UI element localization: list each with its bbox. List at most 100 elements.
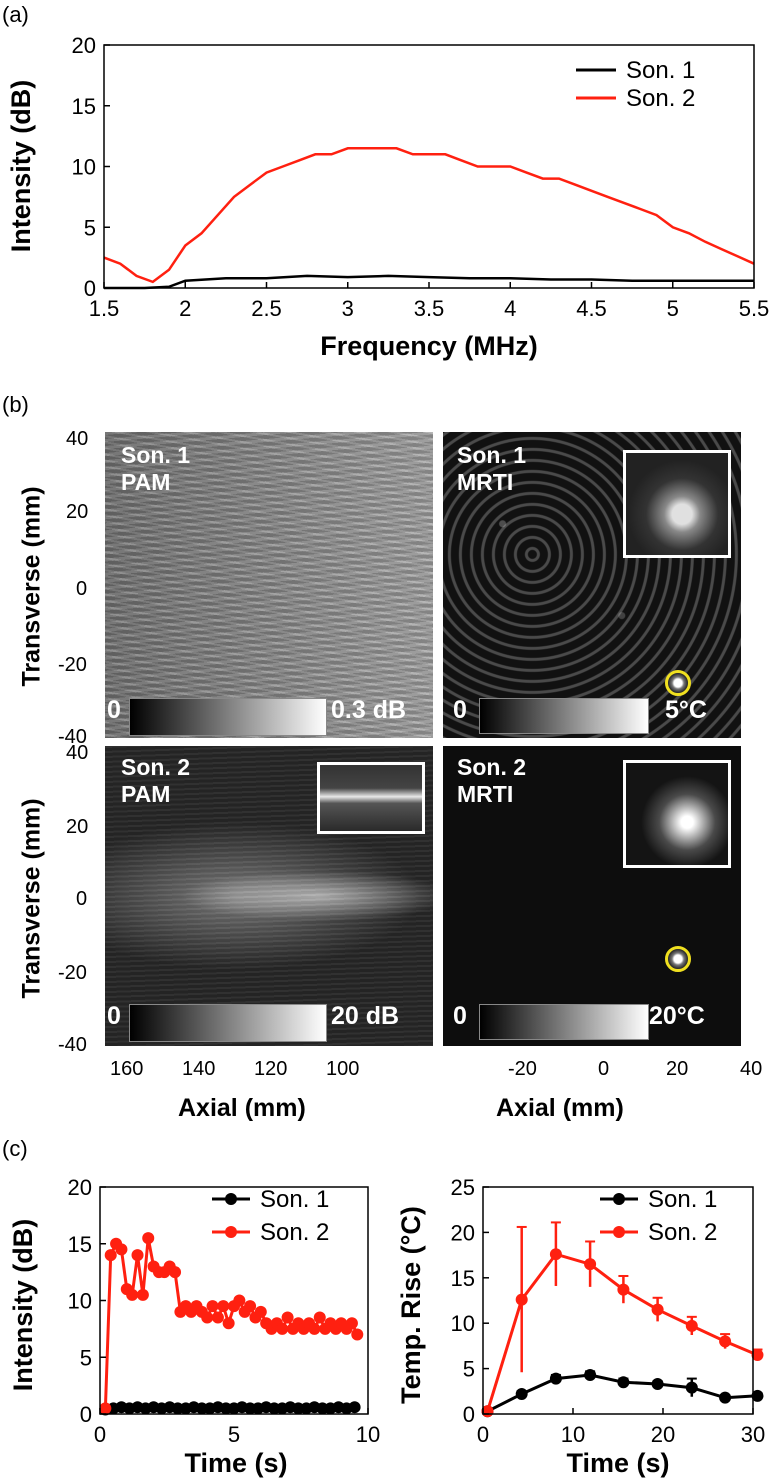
b-right-xtick: 40 <box>740 1058 763 1080</box>
colorbar-min: 0 <box>107 696 121 724</box>
x-tick-label: 5.5 <box>739 296 770 321</box>
focus-marker-ring <box>665 946 691 972</box>
data-point <box>685 1381 698 1394</box>
x-tick-label: 20 <box>651 1422 675 1447</box>
chart-a-ylabel: Intensity (dB) <box>6 80 36 253</box>
image-label: Son. 2 MRTI <box>457 754 526 808</box>
b-ylabel-bottom: Transverse (mm) <box>17 798 46 999</box>
data-point <box>254 1305 267 1318</box>
image-son2-pam: Son. 2 PAM 0 20 dB <box>105 746 433 1046</box>
b-ylabel-top: Transverse (mm) <box>17 486 46 687</box>
data-point <box>685 1319 698 1332</box>
data-point <box>222 1317 235 1330</box>
x-tick-label: 5 <box>667 296 679 321</box>
y-tick-label: 5 <box>463 1357 475 1382</box>
x-tick-label: 10 <box>561 1422 585 1447</box>
image-label-line1: Son. 2 <box>121 754 191 780</box>
data-point <box>276 1322 289 1335</box>
colorbar-max: 20°C <box>649 1002 705 1030</box>
x-tick-label: 30 <box>741 1422 765 1447</box>
data-point <box>751 1348 764 1361</box>
data-point <box>308 1322 321 1335</box>
data-point <box>515 1293 528 1306</box>
colorbar-max: 5°C <box>665 696 707 724</box>
b-left-xtick: 140 <box>182 1058 216 1080</box>
image-label-line1: Son. 2 <box>457 754 527 780</box>
y-tick-label: 15 <box>72 94 96 119</box>
b-ytick: 20 <box>66 816 89 838</box>
y-tick-label: 0 <box>463 1402 475 1427</box>
chart-a: 1.5 2 2.5 3 3.5 4 4.5 5 5.5 0 5 10 15 20 Frequency (… <box>6 33 770 361</box>
colorbar-min: 0 <box>453 1002 467 1030</box>
y-tick-label: 20 <box>72 33 96 58</box>
colorbar-max: 0.3 dB <box>331 696 407 724</box>
x-tick-label: 2.5 <box>251 296 282 321</box>
y-tick-label: 0 <box>80 1402 92 1427</box>
x-tick-label: 0 <box>94 1422 106 1447</box>
data-point <box>217 1300 230 1313</box>
panel-label-c: (c) <box>2 1136 28 1161</box>
data-point <box>751 1389 764 1402</box>
b-right-xtick: 20 <box>666 1058 689 1080</box>
x-tick-label: 3.5 <box>414 296 445 321</box>
b-left-xtick: 100 <box>326 1058 360 1080</box>
data-point <box>131 1249 144 1262</box>
y-tick-label: 10 <box>68 1289 92 1314</box>
focus-marker-ring <box>665 670 691 696</box>
y-tick-label: 10 <box>72 155 96 180</box>
legend-son2-label: Son. 2 <box>626 85 695 112</box>
panel-label-a: (a) <box>2 2 29 27</box>
chart-c-right-legend: Son. 1 Son. 2 <box>600 1186 717 1246</box>
data-point <box>617 1376 630 1389</box>
b-ytick: 20 <box>66 501 89 523</box>
legend-son2-label: Son. 2 <box>648 1219 717 1246</box>
b-ytick: 0 <box>76 888 88 910</box>
image-label-line2: MRTI <box>457 781 514 807</box>
b-right-xtick: -20 <box>508 1058 537 1080</box>
data-point <box>233 1294 246 1307</box>
y-tick-label: 10 <box>451 1311 475 1336</box>
image-label: Son. 2 PAM <box>121 754 190 808</box>
image-son1-mrti: Son. 1 MRTI 0 5°C <box>443 432 741 738</box>
data-point <box>206 1300 219 1313</box>
data-point <box>584 1258 597 1271</box>
colorbar <box>479 1004 649 1040</box>
b-left-xlabel: Axial (mm) <box>178 1094 306 1122</box>
data-point <box>244 1300 257 1313</box>
zoom-inset <box>623 760 731 868</box>
chart-c-right-frame <box>482 1186 754 1415</box>
data-point <box>348 1401 361 1414</box>
y-tick-label: 5 <box>80 1345 92 1370</box>
data-point <box>549 1372 562 1385</box>
colorbar-min: 0 <box>107 1002 121 1030</box>
y-tick-label: 5 <box>84 215 96 240</box>
legend-son2-label: Son. 2 <box>260 1219 329 1246</box>
x-tick-label: 1.5 <box>89 296 120 321</box>
data-point <box>99 1402 112 1415</box>
y-tick-label: 20 <box>451 1220 475 1245</box>
colorbar <box>129 698 327 736</box>
data-point <box>136 1288 149 1301</box>
x-tick-label: 2 <box>179 296 191 321</box>
x-tick-label: 5 <box>228 1422 240 1447</box>
chart-c-right-ylabel: Temp. Rise (°C) <box>396 1206 426 1404</box>
legend-son2-marker <box>613 1226 625 1238</box>
b-ytick: -20 <box>58 654 87 676</box>
chart-c-left: 0 5 10 0 5 10 15 20 Time (s) Intensity (dB) So… <box>8 1175 380 1478</box>
data-point <box>651 1303 664 1316</box>
image-label: Son. 1 MRTI <box>457 442 526 496</box>
y-tick-label: 0 <box>84 276 96 301</box>
colorbar <box>129 1004 327 1042</box>
b-ytick: 40 <box>66 742 89 764</box>
x-tick-label: 3 <box>342 296 354 321</box>
data-point <box>515 1388 528 1401</box>
data-point <box>115 1243 128 1256</box>
data-point <box>281 1311 294 1324</box>
data-point <box>201 1311 214 1324</box>
data-point <box>617 1283 630 1296</box>
data-point <box>313 1311 326 1324</box>
image-label: Son. 1 PAM <box>121 442 190 496</box>
b-left-xtick: 120 <box>254 1058 288 1080</box>
data-point <box>345 1317 358 1330</box>
data-point <box>584 1368 597 1381</box>
